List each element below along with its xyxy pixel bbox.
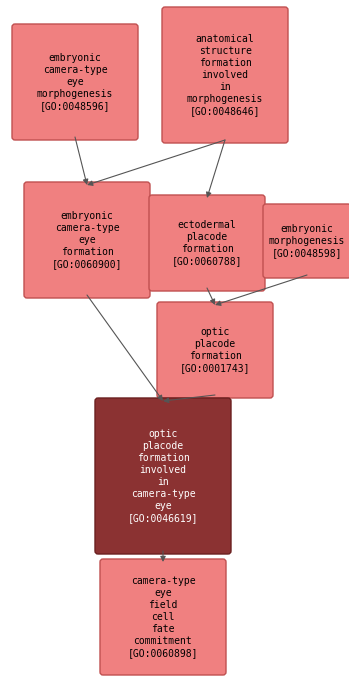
Text: embryonic
camera-type
eye
morphogenesis
[GO:0048596]: embryonic camera-type eye morphogenesis … [37, 53, 113, 111]
FancyBboxPatch shape [157, 302, 273, 398]
FancyBboxPatch shape [95, 398, 231, 554]
FancyBboxPatch shape [162, 7, 288, 143]
Text: anatomical
structure
formation
involved
in
morphogenesis
[GO:0048646]: anatomical structure formation involved … [187, 34, 263, 116]
FancyBboxPatch shape [12, 24, 138, 140]
Text: ectodermal
placode
formation
[GO:0060788]: ectodermal placode formation [GO:0060788… [172, 220, 242, 266]
FancyBboxPatch shape [100, 559, 226, 675]
FancyBboxPatch shape [149, 195, 265, 291]
FancyBboxPatch shape [24, 182, 150, 298]
Text: embryonic
camera-type
eye
formation
[GO:0060900]: embryonic camera-type eye formation [GO:… [52, 211, 122, 269]
FancyBboxPatch shape [263, 204, 349, 278]
Text: camera-type
eye
field
cell
fate
commitment
[GO:0060898]: camera-type eye field cell fate commitme… [128, 576, 198, 658]
Text: embryonic
morphogenesis
[GO:0048598]: embryonic morphogenesis [GO:0048598] [269, 224, 345, 258]
Text: optic
placode
formation
involved
in
camera-type
eye
[GO:0046619]: optic placode formation involved in came… [128, 429, 198, 523]
Text: optic
placode
formation
[GO:0001743]: optic placode formation [GO:0001743] [180, 327, 250, 373]
